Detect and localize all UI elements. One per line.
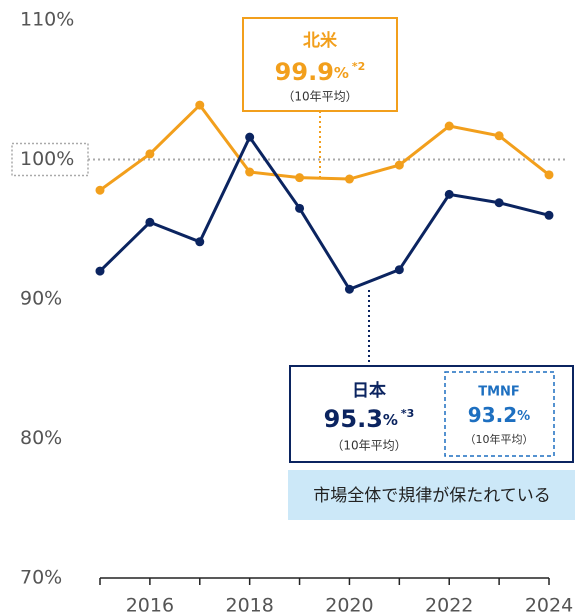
point bbox=[295, 173, 305, 183]
annotation-sub: （10年平均） bbox=[282, 90, 357, 104]
point bbox=[245, 167, 255, 177]
series-line bbox=[98, 134, 550, 292]
x-tick-label: 2018 bbox=[225, 595, 273, 616]
y-tick-label: 80% bbox=[20, 427, 62, 449]
x-tick-label: 2022 bbox=[425, 595, 473, 616]
note: *3 bbox=[401, 407, 414, 420]
y-tick-label: 90% bbox=[20, 288, 62, 310]
unit: % bbox=[517, 409, 530, 424]
note: *2 bbox=[352, 60, 365, 73]
point bbox=[494, 198, 504, 208]
point bbox=[295, 203, 305, 213]
point bbox=[195, 237, 205, 247]
annotation-box bbox=[444, 371, 555, 457]
point bbox=[494, 131, 504, 141]
unit: % bbox=[334, 64, 349, 82]
point bbox=[394, 265, 404, 275]
value: 93.2 bbox=[468, 403, 517, 427]
y-tick-label: 110% bbox=[20, 9, 74, 31]
annotation-sub: （10年平均） bbox=[465, 432, 534, 446]
point bbox=[444, 189, 454, 199]
value: 99.9 bbox=[275, 58, 334, 86]
x-tick-label: 2020 bbox=[325, 595, 373, 616]
banner: 市場全体で規律が保たれている bbox=[313, 486, 551, 506]
point bbox=[544, 210, 554, 220]
y-tick-label: 70% bbox=[20, 567, 62, 589]
annotation-box bbox=[242, 17, 398, 112]
point bbox=[95, 185, 105, 195]
series-line bbox=[99, 102, 550, 192]
point bbox=[195, 100, 205, 110]
annotation-title: 日本 bbox=[352, 380, 386, 401]
reference-label-box bbox=[11, 142, 89, 177]
value: 95.3 bbox=[324, 405, 383, 433]
unit: % bbox=[383, 411, 398, 429]
annotation-sub: （10年平均） bbox=[331, 439, 406, 453]
point bbox=[145, 149, 155, 159]
point bbox=[394, 160, 404, 170]
point bbox=[544, 170, 554, 180]
annotation-title: TMNF bbox=[478, 385, 520, 400]
annotation-value: 93.2% bbox=[468, 403, 530, 427]
banner-bg bbox=[288, 470, 575, 520]
annotation-title: 北米 bbox=[303, 30, 338, 51]
annotation-value: 95.3% *3 bbox=[324, 405, 415, 433]
point bbox=[95, 266, 105, 276]
point bbox=[344, 174, 354, 184]
point bbox=[245, 132, 255, 142]
x-tick-label: 2024 bbox=[525, 595, 573, 616]
point bbox=[444, 121, 454, 131]
y-tick-label: 100% bbox=[20, 148, 74, 170]
x-tick-label: 2016 bbox=[126, 595, 174, 616]
point bbox=[145, 217, 155, 227]
annotation-value: 99.9% *2 bbox=[275, 58, 366, 86]
point bbox=[344, 284, 354, 294]
